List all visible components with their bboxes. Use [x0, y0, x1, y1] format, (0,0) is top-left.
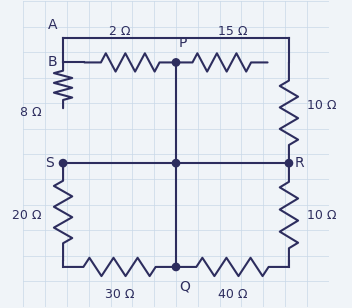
Text: 10 Ω: 10 Ω — [307, 99, 337, 112]
Text: 8 Ω: 8 Ω — [20, 106, 42, 119]
Text: B: B — [48, 55, 57, 69]
Text: 15 Ω: 15 Ω — [218, 25, 247, 38]
Circle shape — [172, 59, 180, 66]
Text: Q: Q — [179, 279, 190, 293]
Text: 2 Ω: 2 Ω — [109, 25, 130, 38]
Circle shape — [285, 160, 293, 167]
Text: 10 Ω: 10 Ω — [307, 209, 337, 221]
Circle shape — [172, 263, 180, 271]
Text: S: S — [45, 156, 54, 170]
Circle shape — [172, 160, 180, 167]
Circle shape — [59, 160, 67, 167]
Text: 40 Ω: 40 Ω — [218, 288, 247, 301]
Text: R: R — [295, 156, 305, 170]
Text: 20 Ω: 20 Ω — [12, 209, 42, 221]
Text: P: P — [179, 36, 187, 50]
Text: 30 Ω: 30 Ω — [105, 288, 134, 301]
Text: A: A — [48, 18, 57, 32]
